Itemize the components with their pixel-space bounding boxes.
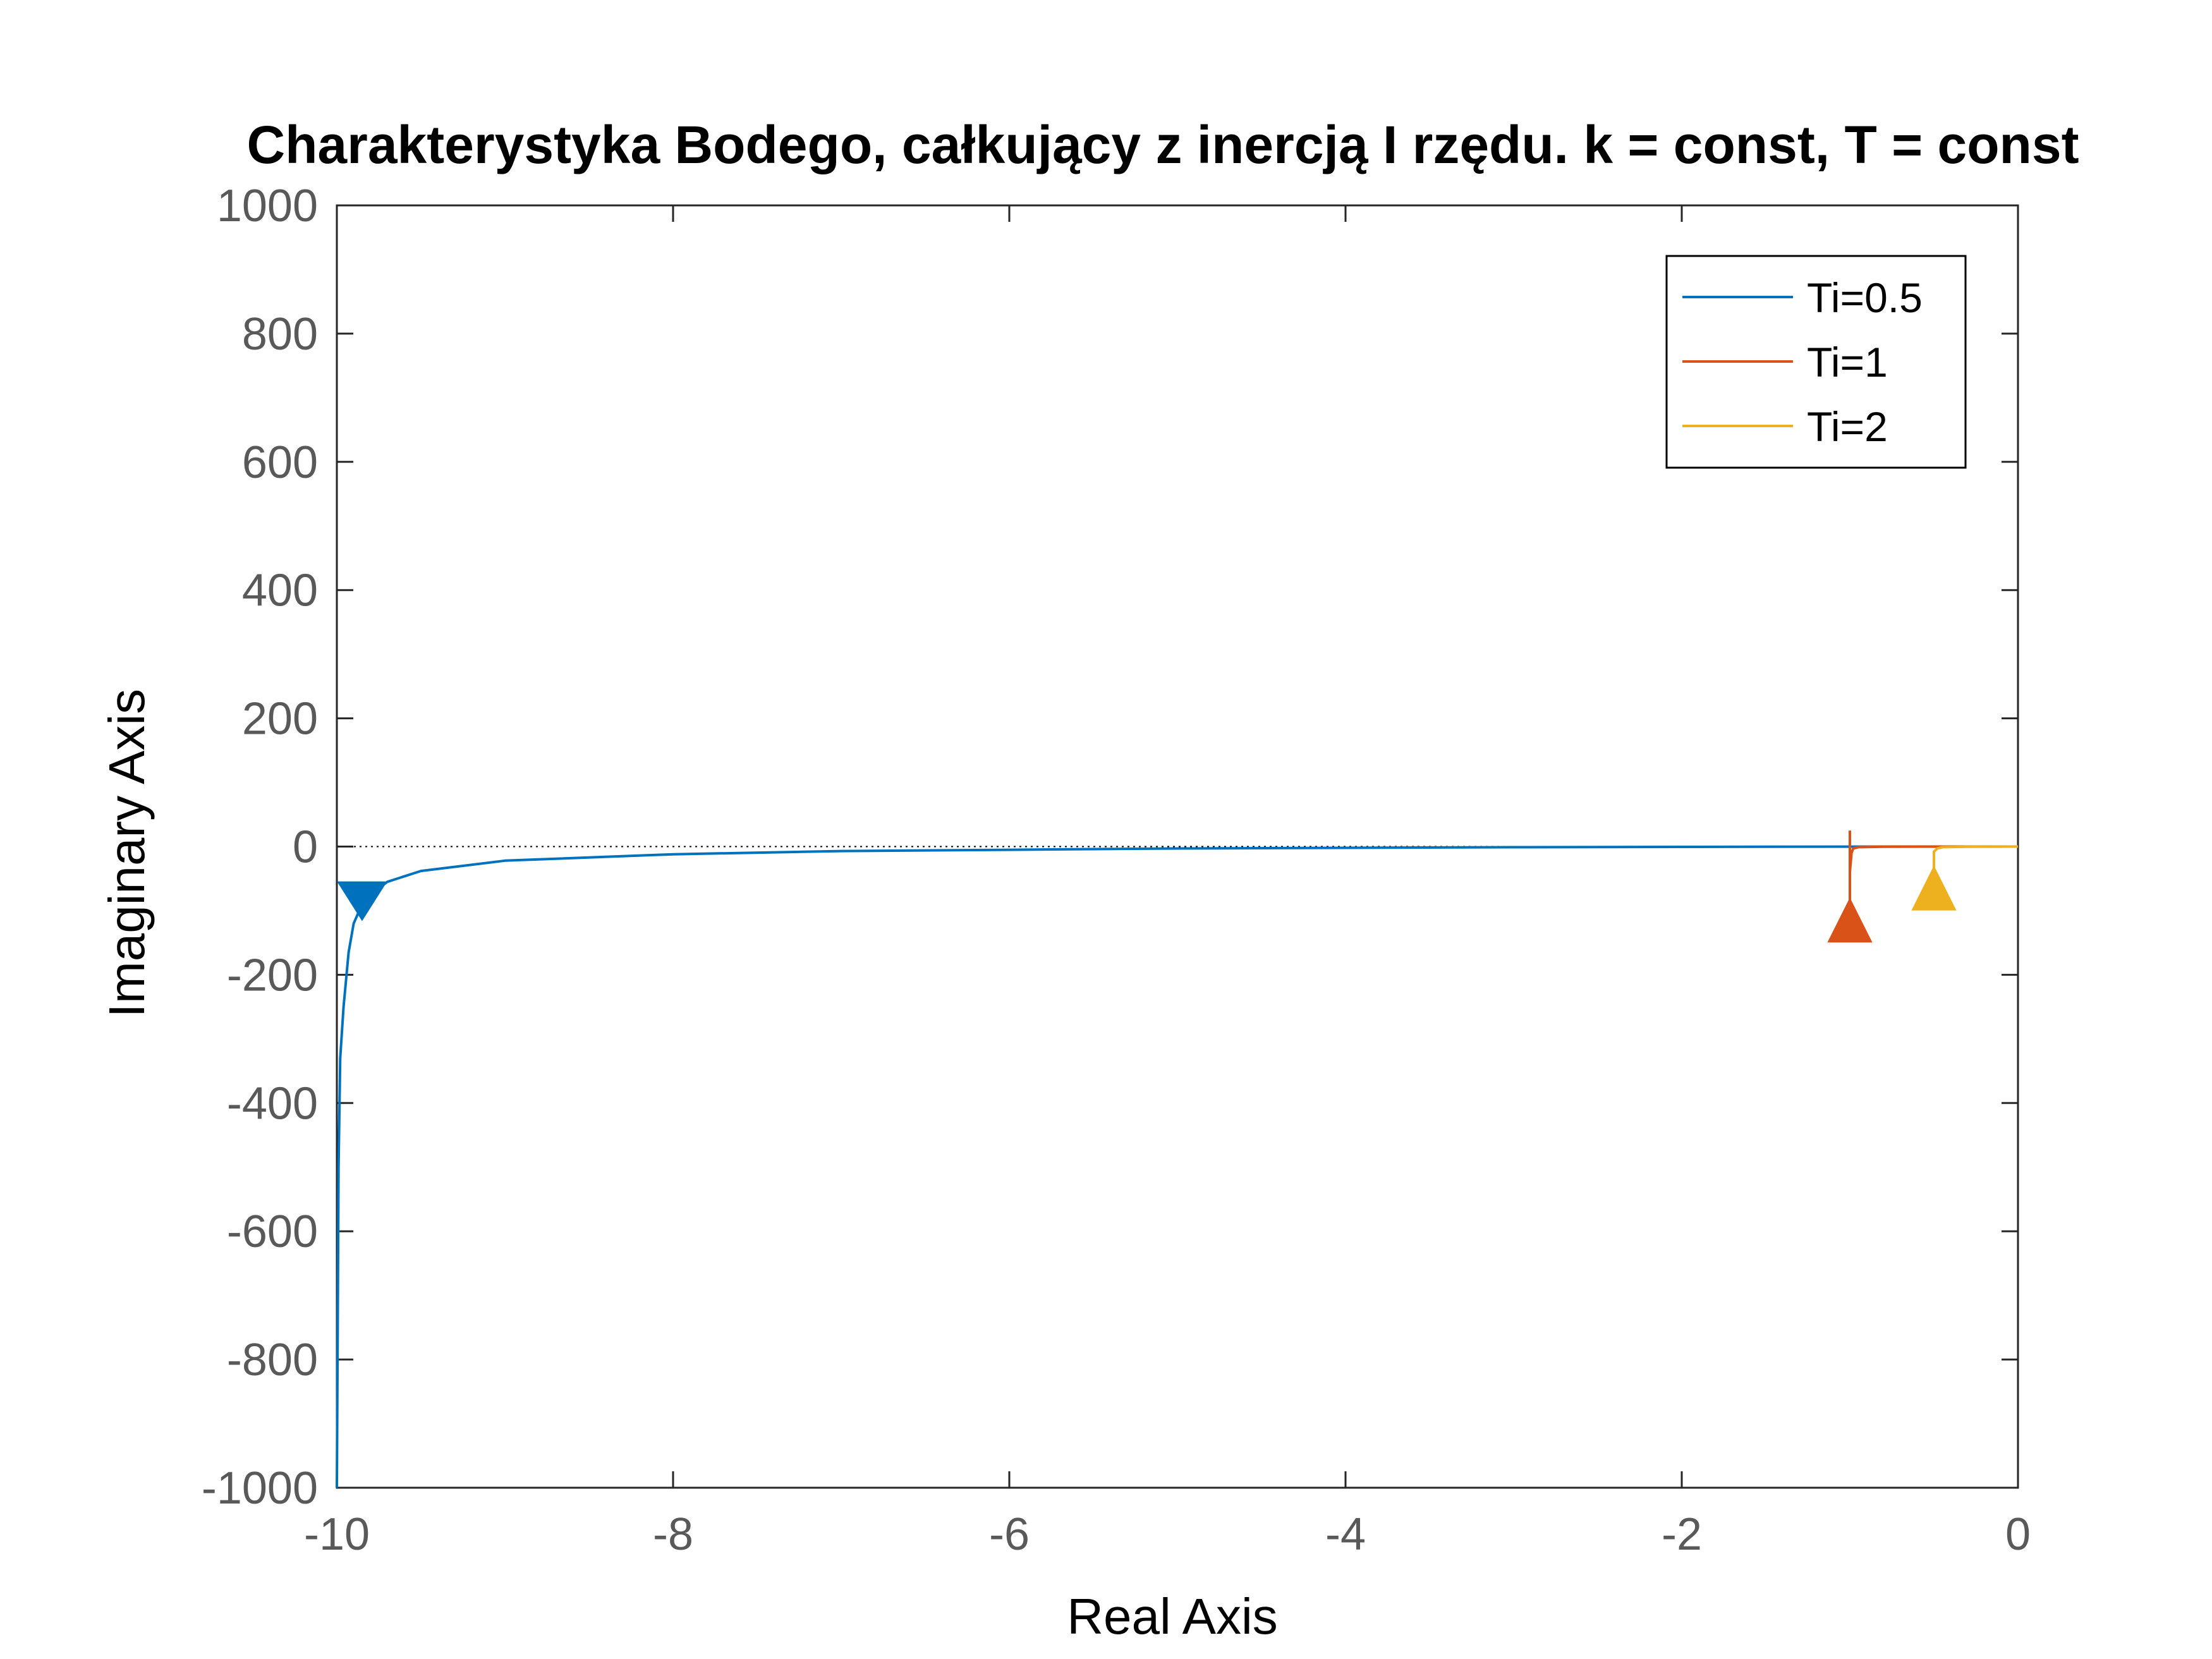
series-arrow-2 (1827, 897, 1873, 943)
y-tick-label: -400 (227, 1078, 318, 1129)
y-tick-label: 400 (242, 566, 318, 616)
x-tick-label: -10 (304, 1509, 370, 1560)
y-axis-label: Imaginary Axis (99, 689, 155, 1018)
x-tick-label: -2 (1662, 1509, 1702, 1560)
chart-title: Charakterystyka Bodego, całkujący z iner… (246, 115, 2079, 174)
x-tick-label: -8 (653, 1509, 693, 1560)
legend-label-1: Ti=0.5 (1807, 274, 1923, 321)
x-tick-label: -4 (1325, 1509, 1366, 1560)
legend-label-2: Ti=1 (1807, 339, 1888, 386)
y-tick-label: 1000 (217, 181, 318, 231)
y-tick-label: 0 (293, 822, 318, 873)
y-tick-label: 200 (242, 694, 318, 744)
y-tick-label: -600 (227, 1206, 318, 1257)
y-tick-label: -1000 (202, 1463, 318, 1514)
y-tick-label: 600 (242, 437, 318, 488)
x-tick-label: 0 (2005, 1509, 2031, 1560)
series-arrow-1 (337, 881, 387, 921)
legend: Ti=0.5 Ti=1 Ti=2 (1665, 255, 1967, 469)
x-tick-label: -6 (989, 1509, 1030, 1560)
y-tick-label: -200 (227, 950, 318, 1000)
series-arrow-3 (1911, 865, 1957, 911)
series-line-1 (336, 845, 2019, 1488)
plot-area: -10 -8 -6 -4 -2 0 -1000 -800 -600 -400 -200 0 200 400… (202, 181, 2031, 1560)
y-tick-label: 800 (242, 309, 318, 360)
legend-label-3: Ti=2 (1807, 403, 1888, 450)
x-axis-label: Real Axis (1067, 1588, 1277, 1644)
y-tick-label: -800 (227, 1335, 318, 1385)
series-line-3 (1933, 845, 2019, 895)
